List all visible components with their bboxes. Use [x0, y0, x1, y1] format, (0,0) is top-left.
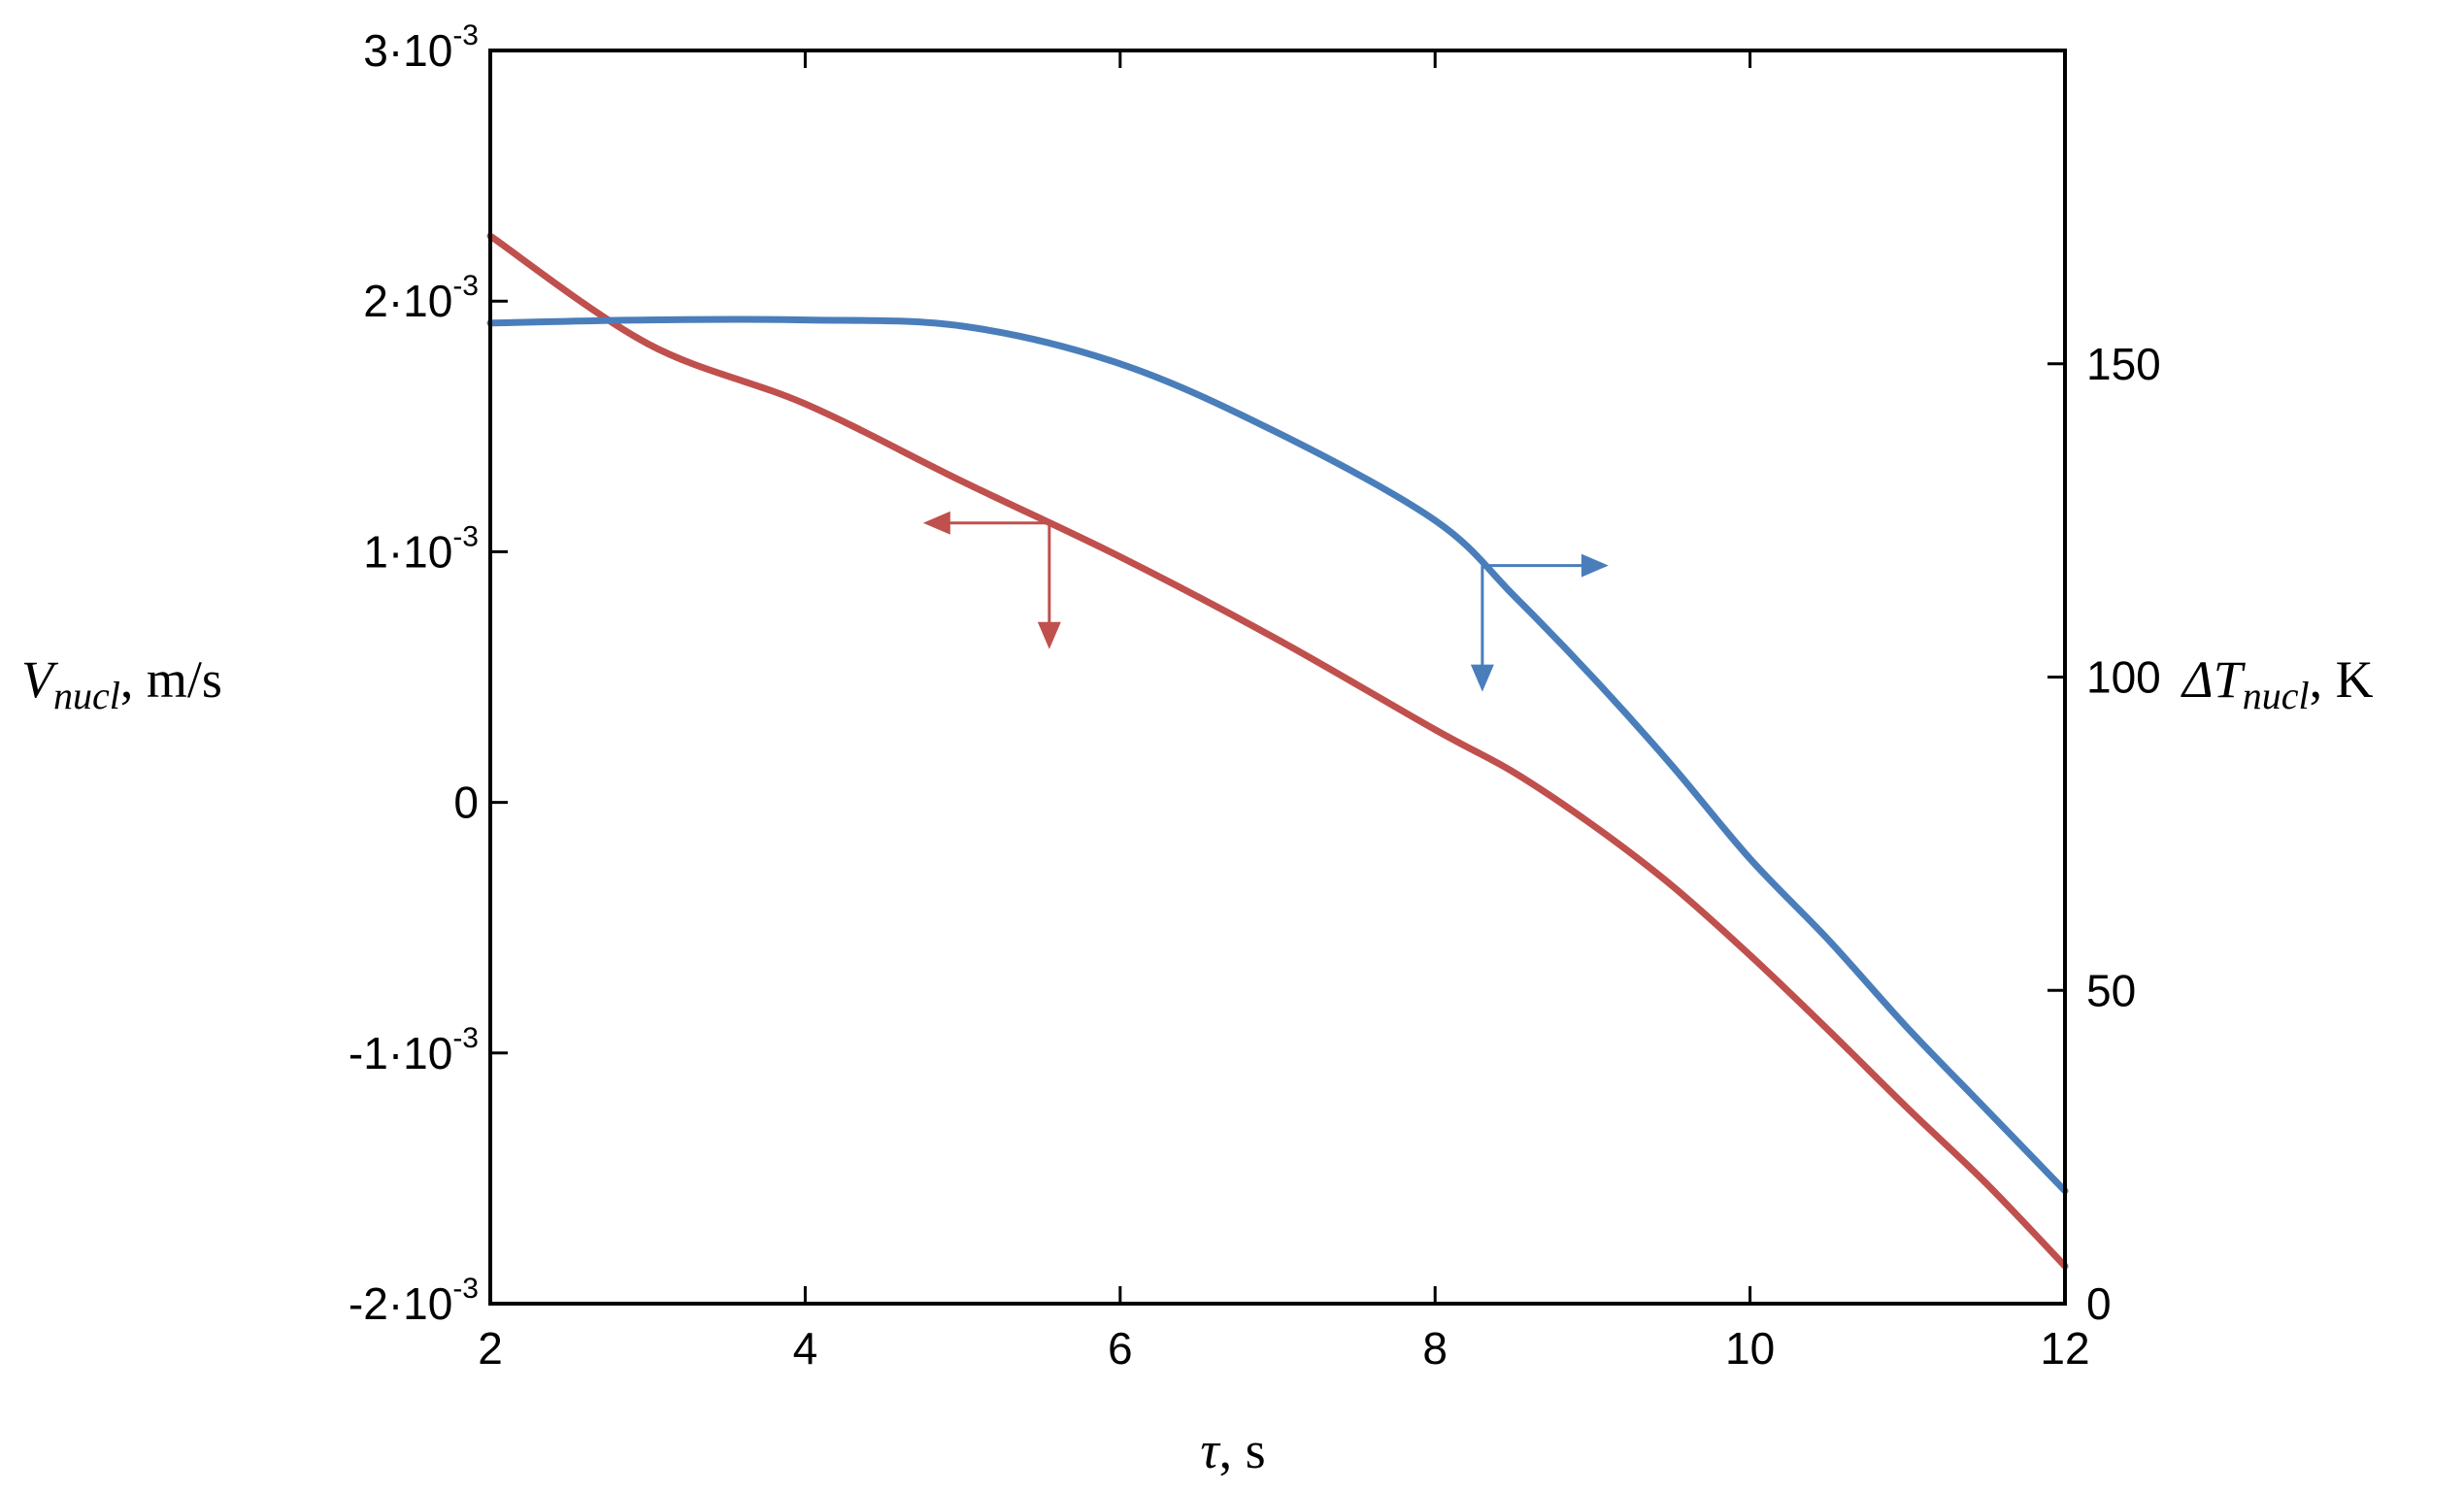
pointer-arrowhead-left	[922, 511, 950, 535]
y-left-tick-label: -2·10-3	[349, 1273, 479, 1329]
x-tick-label: 8	[1422, 1323, 1448, 1374]
plot-frame	[488, 49, 2067, 1306]
tick-labels-layer: 2 4 6 8 10 12 3·10-3 2·10-3 1·10-3 0 -1·10-3 -2·10-…	[349, 19, 2161, 1374]
y-left-tick-label: -1·10-3	[349, 1022, 479, 1078]
y-right-tick-label: 50	[2086, 965, 2136, 1015]
series-line-1	[486, 315, 2069, 1195]
series-layer	[486, 232, 2069, 1270]
pointer-arrowhead-right	[1581, 553, 1609, 578]
x-tick-label: 4	[793, 1323, 818, 1374]
pointer-arrowhead-down	[1470, 664, 1494, 692]
x-axis-title: τ, s	[1200, 1421, 1265, 1479]
y-left-tick-label: 3·10-3	[363, 19, 479, 76]
annotation-layer	[922, 511, 1609, 692]
x-tick-label: 12	[2040, 1323, 2089, 1374]
x-tick-label: 6	[1108, 1323, 1133, 1374]
y-left-axis-title: Vnucl, m/s	[21, 650, 222, 717]
y-left-tick-label: 1·10-3	[363, 520, 479, 577]
y-left-tick-label: 0	[453, 778, 479, 828]
ticks-layer	[488, 49, 2067, 1306]
y-right-axis-title: ΔTnucl, K	[2181, 650, 2374, 717]
y-right-tick-label: 150	[2086, 339, 2161, 389]
x-tick-label: 2	[478, 1323, 503, 1374]
pointer-arrowhead-down	[1037, 621, 1061, 649]
y-left-tick-label: 2·10-3	[363, 270, 479, 326]
y-right-tick-label: 0	[2086, 1278, 2112, 1329]
x-tick-label: 10	[1725, 1323, 1775, 1374]
y-right-tick-label: 100	[2086, 652, 2161, 703]
series-line-0	[486, 232, 2069, 1270]
